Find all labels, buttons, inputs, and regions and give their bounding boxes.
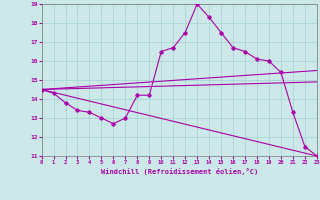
X-axis label: Windchill (Refroidissement éolien,°C): Windchill (Refroidissement éolien,°C) [100, 168, 258, 175]
